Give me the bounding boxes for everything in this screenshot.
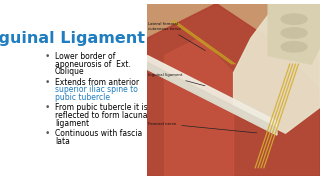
- Text: ligament: ligament: [55, 119, 89, 128]
- Text: Continuous with fascia: Continuous with fascia: [55, 129, 142, 138]
- Text: Femoral nerve: Femoral nerve: [148, 122, 257, 133]
- Polygon shape: [147, 4, 320, 176]
- Text: aponeurosis of  Ext.: aponeurosis of Ext.: [55, 60, 131, 69]
- Text: lata: lata: [55, 137, 70, 146]
- Text: Inguinal ligament: Inguinal ligament: [148, 73, 205, 86]
- Text: Inguinal Ligament  /  Poupart’s ligament: Inguinal Ligament / Poupart’s ligament: [0, 31, 320, 46]
- Text: Lateral femoral
cutaneous nerve: Lateral femoral cutaneous nerve: [148, 22, 205, 51]
- Polygon shape: [234, 4, 320, 133]
- Text: Extends from anterior: Extends from anterior: [55, 78, 139, 87]
- Polygon shape: [147, 62, 277, 135]
- Text: Lower border of: Lower border of: [55, 52, 115, 61]
- Text: •: •: [45, 103, 50, 112]
- Ellipse shape: [281, 14, 307, 24]
- Text: Oblique: Oblique: [55, 67, 84, 76]
- Text: •: •: [45, 78, 50, 87]
- Text: pubic tubercle: pubic tubercle: [55, 93, 110, 102]
- Polygon shape: [147, 55, 277, 135]
- Text: •: •: [45, 52, 50, 61]
- Text: superior iliac spine to: superior iliac spine to: [55, 85, 138, 94]
- Polygon shape: [164, 38, 234, 176]
- Text: •: •: [45, 129, 50, 138]
- Ellipse shape: [281, 28, 307, 38]
- Ellipse shape: [113, 0, 320, 180]
- Text: From pubic tubercle it is: From pubic tubercle it is: [55, 103, 148, 112]
- Ellipse shape: [281, 42, 307, 52]
- Text: reflected to form lacunar: reflected to form lacunar: [55, 111, 151, 120]
- Polygon shape: [268, 4, 320, 64]
